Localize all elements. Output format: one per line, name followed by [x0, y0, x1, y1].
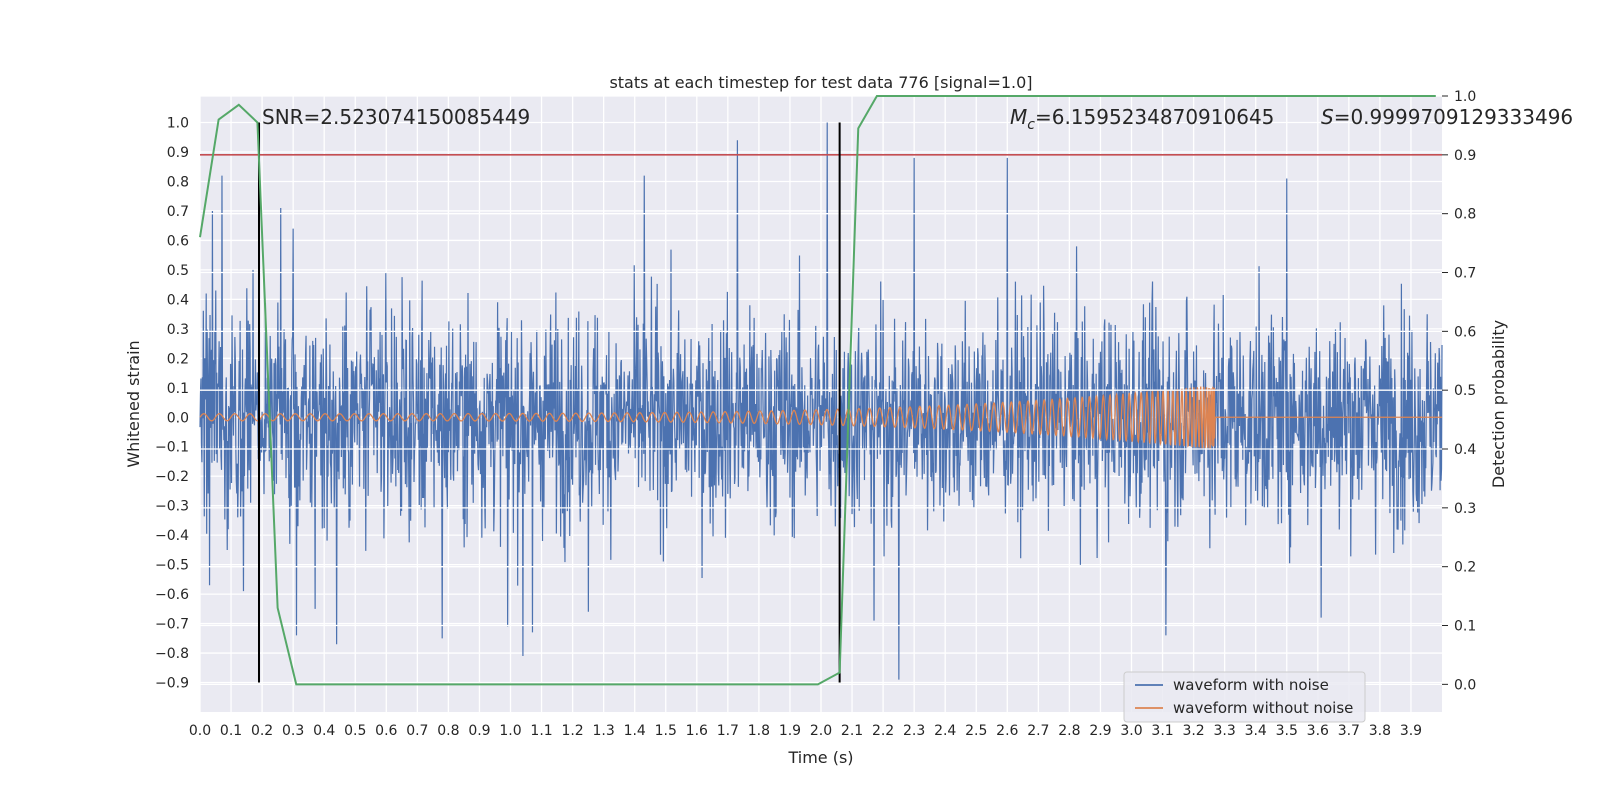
x-tick-label: 0.1 — [220, 723, 242, 739]
x-tick-label: 1.7 — [717, 723, 739, 739]
y-tick-label-left: −0.1 — [155, 440, 189, 456]
y-tick-label-left: 0.9 — [167, 145, 189, 161]
x-tick-label: 3.3 — [1214, 723, 1236, 739]
x-tick-label: 2.4 — [934, 723, 956, 739]
x-tick-label: 1.3 — [593, 723, 615, 739]
x-tick-label: 0.8 — [437, 723, 459, 739]
x-tick-label: 1.5 — [655, 723, 677, 739]
series-detection-probability — [199, 95, 1436, 686]
chart-title: stats at each timestep for test data 776… — [609, 73, 1032, 92]
x-tick-label: 3.0 — [1120, 723, 1142, 739]
x-tick-label: 1.1 — [530, 723, 552, 739]
x-tick-label: 2.8 — [1058, 723, 1080, 739]
x-tick-label: 2.7 — [1027, 723, 1049, 739]
y-tick-label-left: 1.0 — [167, 116, 189, 132]
time-markers — [257, 122, 841, 683]
chirp-mass-annotation: Mc=6.1595234870910645 — [1010, 105, 1274, 133]
snr-annotation: SNR=2.523074150085449 — [262, 105, 530, 129]
x-tick-label: 0.3 — [282, 723, 304, 739]
y-tick-label-left: 0.3 — [167, 322, 189, 338]
y-tick-label-left: 0.4 — [167, 292, 189, 308]
x-tick-label: 1.9 — [779, 723, 801, 739]
score-annotation: S=0.9999709129333496 — [1321, 105, 1573, 129]
x-axis-ticks: 0.0 0.1 0.2 0.3 0.4 0.5 0.6 0.7 0.8 0.9 1.0 1.1 1.2 1… — [189, 723, 1422, 739]
x-tick-label: 0.0 — [189, 723, 211, 739]
x-tick-label: 3.4 — [1245, 723, 1267, 739]
x-tick-label: 3.9 — [1400, 723, 1422, 739]
y-tick-label-left: −0.7 — [155, 617, 189, 633]
noise-line — [199, 122, 1443, 680]
y-tick-label-right: 0.6 — [1454, 324, 1476, 340]
x-tick-label: 2.3 — [903, 723, 925, 739]
y-tick-label-left: −0.5 — [155, 558, 189, 574]
y-tick-label-left: −0.9 — [155, 676, 189, 692]
y-tick-label-right: 0.5 — [1454, 383, 1476, 399]
y-tick-label-left: 0.1 — [167, 381, 189, 397]
series-waveform-with-noise — [199, 122, 1443, 680]
x-axis-label: Time (s) — [787, 748, 853, 767]
y-tick-label-right: 0.8 — [1454, 207, 1476, 223]
legend-label-noise: waveform with noise — [1173, 676, 1329, 694]
x-tick-label: 1.8 — [748, 723, 770, 739]
y-axis-right-ticks: 0.0 0.1 0.2 0.3 0.4 0.5 0.6 0.7 0.8 0.9 1.0 — [1442, 89, 1476, 693]
y-axis-left-ticks: −0.9 −0.8 −0.7 −0.6 −0.5 −0.4 −0.3 −0.2 −0.1 0.0 0… — [155, 116, 189, 692]
y-tick-label-left: 0.2 — [167, 351, 189, 367]
chirp-mass-value: =6.1595234870910645 — [1035, 105, 1274, 129]
x-tick-label: 1.4 — [624, 723, 646, 739]
x-tick-label: 0.6 — [375, 723, 397, 739]
x-tick-label: 2.9 — [1089, 723, 1111, 739]
y-tick-label-left: −0.2 — [155, 469, 189, 485]
x-tick-label: 0.5 — [344, 723, 366, 739]
legend: waveform with noise waveform without noi… — [1123, 671, 1366, 723]
y-tick-label-right: 0.1 — [1454, 619, 1476, 635]
y-tick-label-left: −0.3 — [155, 499, 189, 515]
y-axis-left-label: Whitened strain — [124, 340, 143, 467]
y-tick-label-right: 0.7 — [1454, 266, 1476, 282]
x-tick-label: 0.9 — [468, 723, 490, 739]
x-tick-label: 3.7 — [1338, 723, 1360, 739]
clean-line — [199, 386, 1442, 449]
score-symbol: S — [1321, 105, 1334, 129]
x-tick-label: 3.5 — [1276, 723, 1298, 739]
y-tick-label-right: 0.9 — [1454, 148, 1476, 164]
x-tick-label: 2.0 — [810, 723, 832, 739]
x-tick-label: 3.6 — [1307, 723, 1329, 739]
x-tick-label: 3.1 — [1151, 723, 1173, 739]
y-tick-label-right: 0.4 — [1454, 442, 1476, 458]
y-tick-label-left: −0.6 — [155, 587, 189, 603]
y-tick-label-right: 0.2 — [1454, 560, 1476, 576]
y-tick-label-left: 0.5 — [167, 263, 189, 279]
y-axis-right-label: Detection probability — [1489, 320, 1508, 488]
x-tick-label: 1.0 — [499, 723, 521, 739]
x-tick-label: 2.5 — [965, 723, 987, 739]
y-tick-label-left: 0.6 — [167, 233, 189, 249]
x-tick-label: 0.7 — [406, 723, 428, 739]
score-value: =0.9999709129333496 — [1334, 105, 1573, 129]
y-tick-label-left: 0.0 — [167, 410, 189, 426]
x-tick-label: 2.2 — [872, 723, 894, 739]
x-tick-label: 1.2 — [561, 723, 583, 739]
y-tick-label-left: −0.4 — [155, 528, 189, 544]
x-tick-label: 0.4 — [313, 723, 335, 739]
x-tick-label: 2.1 — [841, 723, 863, 739]
x-tick-label: 2.6 — [996, 723, 1018, 739]
chirp-mass-subscript: c — [1027, 117, 1035, 133]
x-tick-label: 0.2 — [251, 723, 273, 739]
y-tick-label-right: 0.0 — [1454, 677, 1476, 693]
y-tick-label-right: 1.0 — [1454, 89, 1476, 105]
y-tick-label-right: 0.3 — [1454, 501, 1476, 517]
chirp-mass-symbol: M — [1010, 105, 1027, 129]
x-tick-label: 3.2 — [1182, 723, 1204, 739]
series-waveform-without-noise — [199, 386, 1442, 449]
probability-line — [199, 95, 1436, 686]
y-tick-label-left: 0.7 — [167, 204, 189, 220]
legend-label-clean: waveform without noise — [1173, 699, 1353, 717]
x-tick-label: 3.8 — [1369, 723, 1391, 739]
legend-box — [1123, 671, 1366, 723]
x-tick-label: 1.6 — [686, 723, 708, 739]
y-tick-label-left: −0.8 — [155, 646, 189, 662]
y-tick-label-left: 0.8 — [167, 174, 189, 190]
